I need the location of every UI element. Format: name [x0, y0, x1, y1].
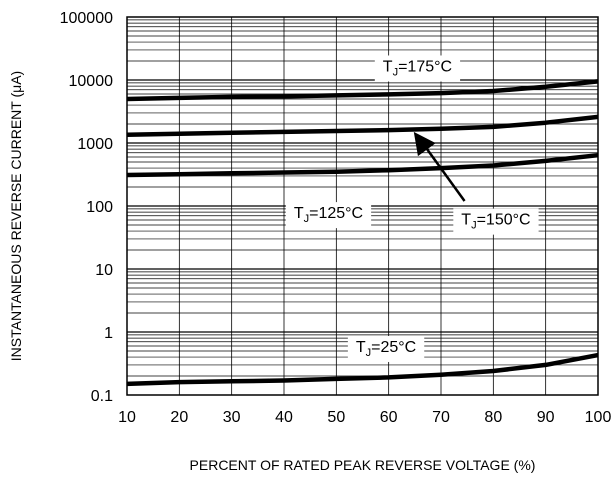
- x-tick-label: 20: [170, 409, 188, 426]
- arrow-shaft: [420, 141, 466, 202]
- series-label-box: [374, 55, 461, 82]
- series-label: TJ=150°C: [461, 212, 530, 232]
- series-label-boxes: [285, 55, 539, 362]
- annotation-arrow: [413, 131, 466, 202]
- y-tick-label: 100: [86, 199, 113, 216]
- series-curve: [126, 152, 599, 178]
- y-tick-label: 10: [95, 262, 113, 279]
- x-tick-labels: 10 20 30 40 50 60 70 80 90 100: [118, 409, 611, 426]
- y-tick-label: 10000: [69, 73, 114, 90]
- series-curves: [126, 79, 599, 387]
- y-tick-label: 1: [104, 325, 113, 342]
- series-label: TJ=125°C: [294, 205, 363, 225]
- series-label-box: [453, 208, 539, 235]
- series-label-box: [347, 335, 425, 362]
- x-tick-label: 30: [223, 409, 241, 426]
- x-tick-label: 100: [585, 409, 612, 426]
- series-label-box: [285, 202, 372, 229]
- y-tick-label: 1000: [77, 136, 113, 153]
- series-curve: [126, 352, 599, 387]
- x-tick-label: 80: [484, 409, 502, 426]
- series-label: TJ=25°C: [356, 339, 416, 359]
- x-tick-label: 50: [327, 409, 345, 426]
- y-axis-title: INSTANTANEOUS REVERSE CURRENT (μA): [8, 71, 24, 361]
- x-tick-label: 60: [380, 409, 398, 426]
- y-tick-labels: 0.1 1 10 100 1000 10000 100000: [60, 10, 113, 405]
- series-curve: [126, 114, 599, 138]
- x-tick-label: 70: [432, 409, 450, 426]
- x-axis-title: PERCENT OF RATED PEAK REVERSE VOLTAGE (%…: [190, 457, 536, 473]
- x-tick-label: 10: [118, 409, 136, 426]
- y-tick-label: 0.1: [91, 388, 113, 405]
- plot-frame: [126, 16, 599, 396]
- x-tick-label: 40: [275, 409, 293, 426]
- series-curve: [126, 79, 599, 102]
- series-labels: TJ=175°C TJ=150°C TJ=125°C TJ=25°C: [294, 58, 531, 358]
- series-label: TJ=175°C: [383, 58, 452, 78]
- arrow-head: [413, 131, 436, 157]
- x-tick-label: 90: [537, 409, 555, 426]
- y-tick-label: 100000: [60, 10, 113, 27]
